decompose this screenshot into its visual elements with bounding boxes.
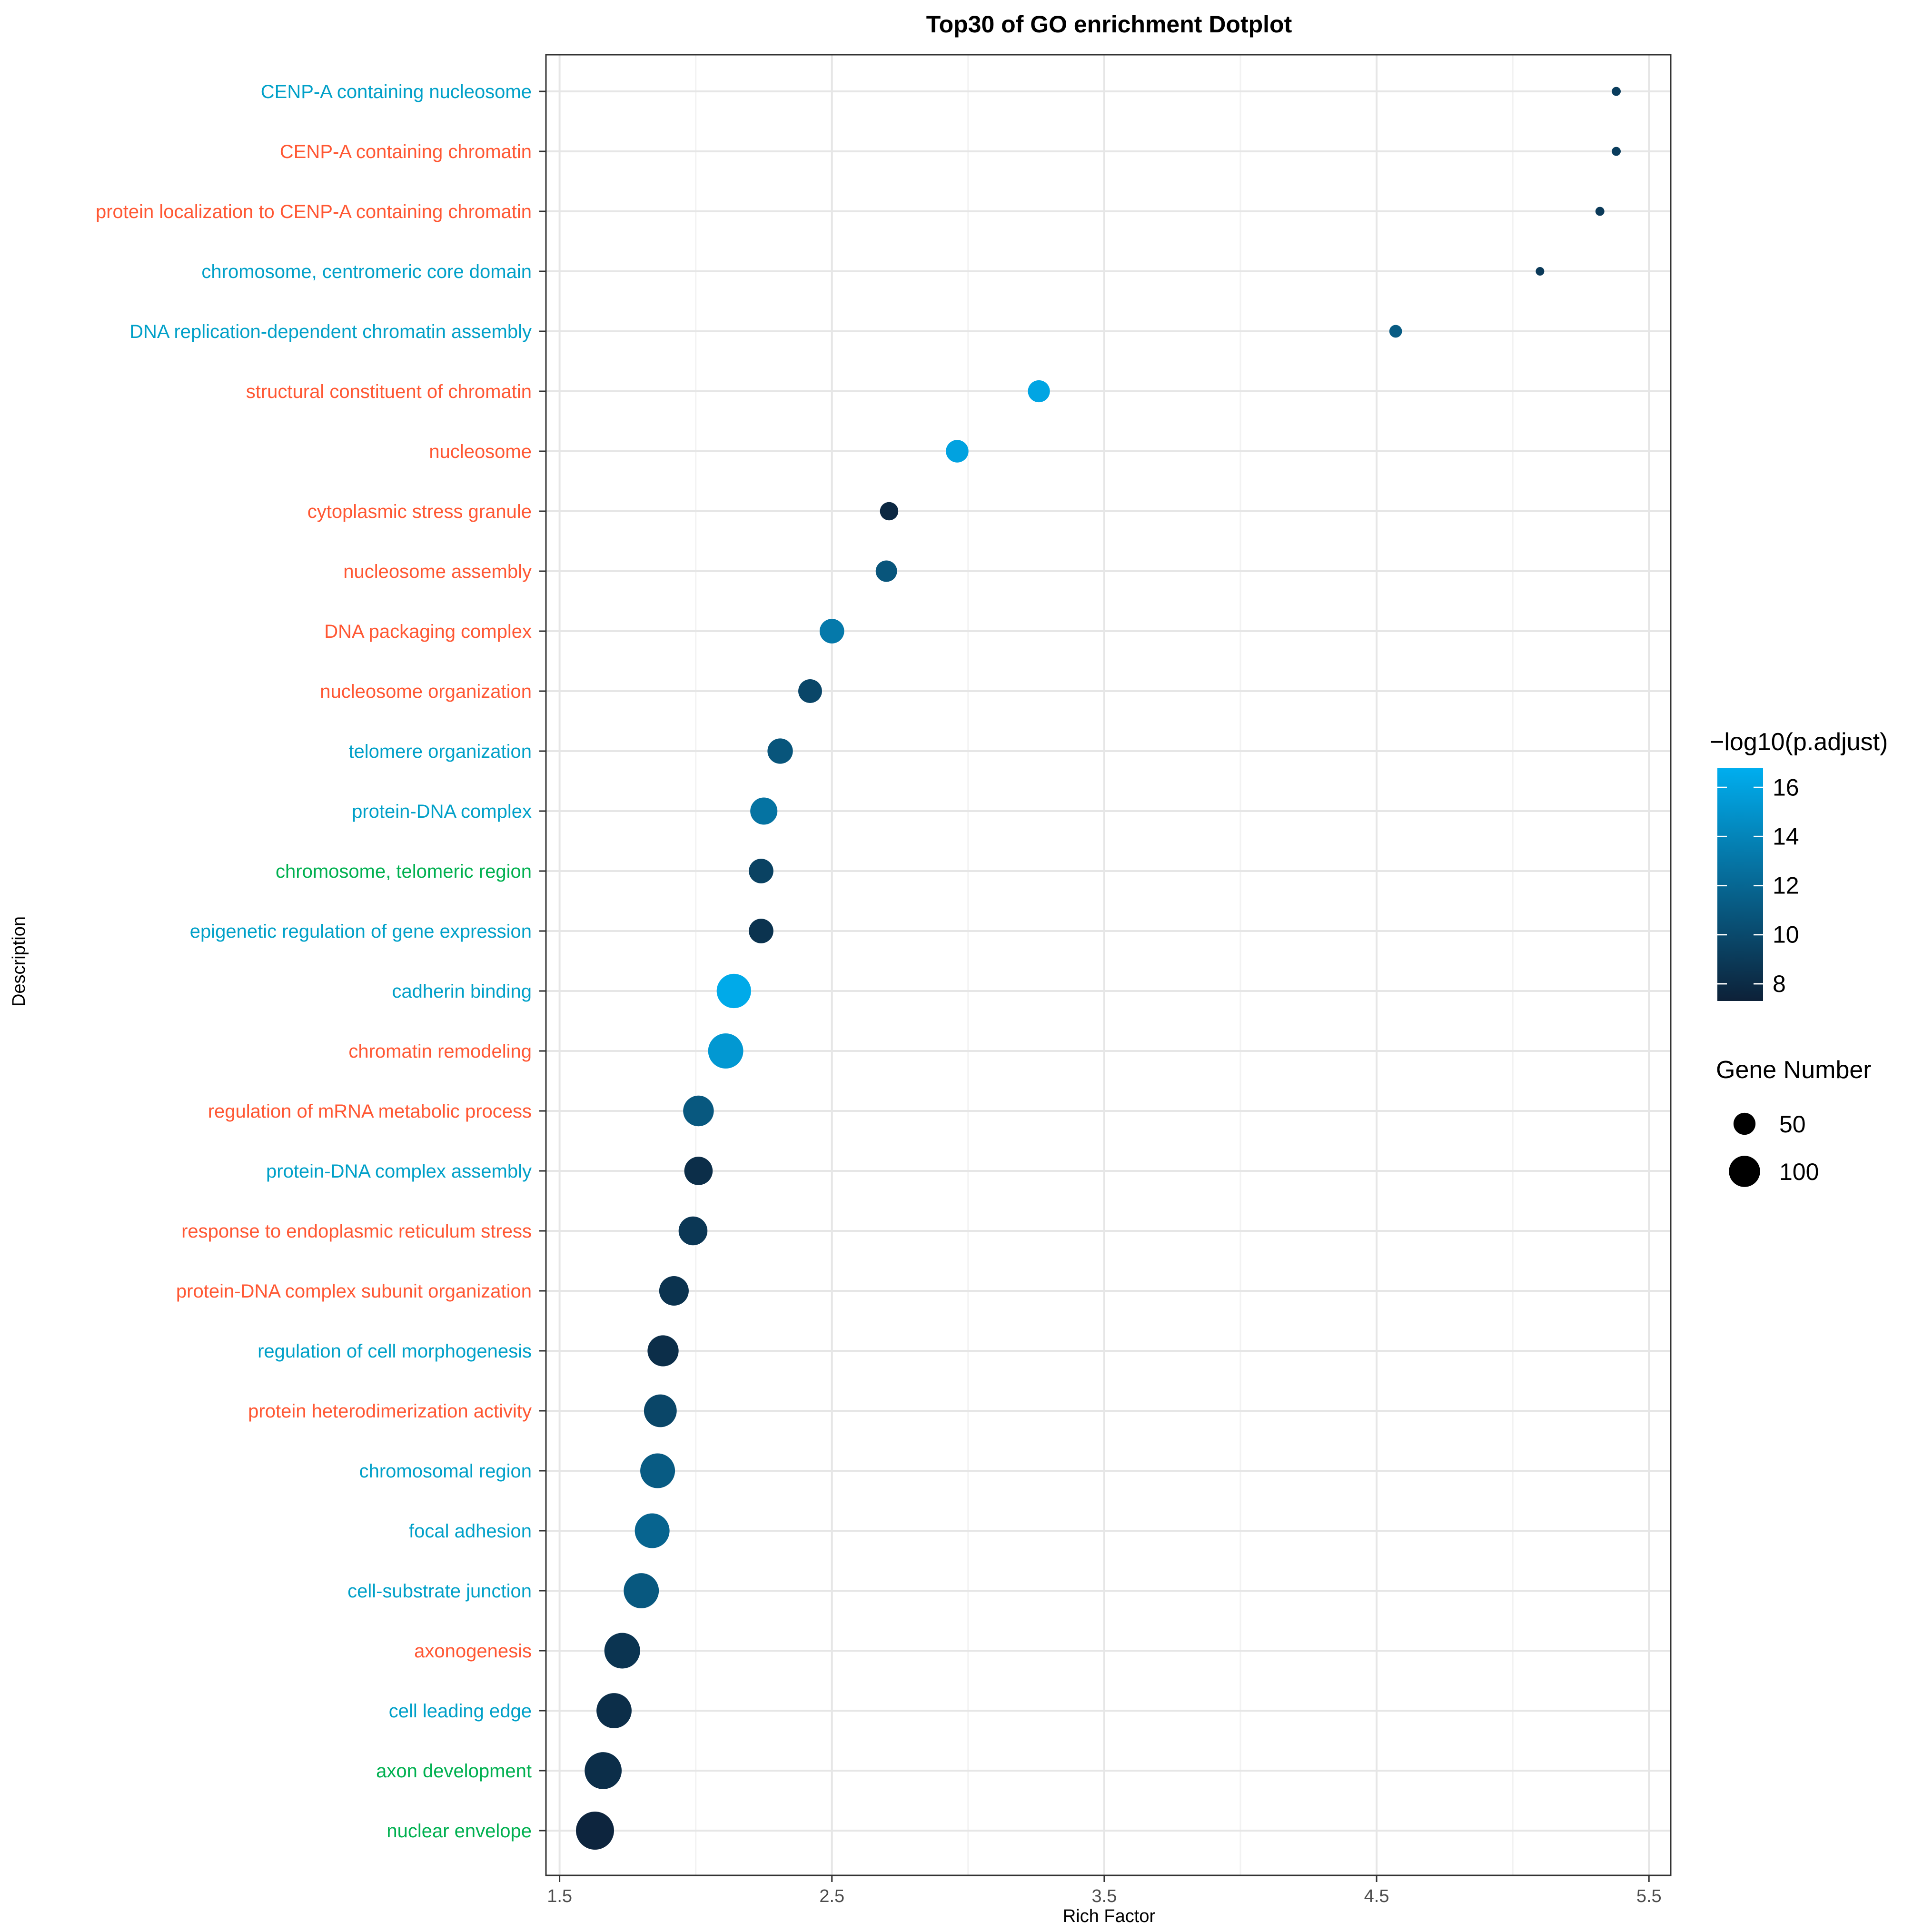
size-legend-title: Gene Number xyxy=(1716,1056,1872,1084)
y-tick-label: DNA replication-dependent chromatin asse… xyxy=(129,321,532,342)
colorbar xyxy=(1717,768,1763,1001)
x-axis: 1.5 2.5 3.5 4.5 5.5 xyxy=(547,1875,1662,1906)
y-tick-label: epigenetic regulation of gene expression xyxy=(190,921,532,942)
y-tick-label: cadherin binding xyxy=(392,981,532,1002)
y-tick-label: cytoplasmic stress granule xyxy=(307,501,532,522)
data-point xyxy=(640,1453,675,1488)
y-tick-label: protein-DNA complex xyxy=(352,801,532,822)
size-legend-dot xyxy=(1729,1156,1760,1187)
size-legend-label: 50 xyxy=(1779,1111,1806,1138)
y-tick-label: telomere organization xyxy=(348,741,532,762)
y-tick-label: nucleosome assembly xyxy=(343,561,532,582)
size-legend-label: 100 xyxy=(1779,1159,1819,1185)
points-layer xyxy=(575,87,1621,1850)
size-legend-entries: 50 100 xyxy=(1729,1111,1819,1187)
data-point xyxy=(880,502,899,521)
y-tick-label: focal adhesion xyxy=(409,1521,532,1542)
colorbar-tick-label: 16 xyxy=(1773,774,1799,801)
data-point xyxy=(767,738,793,764)
y-tick-label: axon development xyxy=(376,1761,532,1782)
data-point xyxy=(647,1335,679,1367)
y-tick-label: CENP-A containing nucleosome xyxy=(261,81,532,102)
size-legend-dot xyxy=(1733,1112,1756,1135)
y-tick-label: protein heterodimerization activity xyxy=(248,1401,532,1422)
y-tick-label: protein localization to CENP-A containin… xyxy=(96,201,532,222)
size-legend: Gene Number 50 100 xyxy=(1716,1056,1872,1187)
y-tick-label: regulation of cell morphogenesis xyxy=(258,1341,532,1362)
chart-title: Top30 of GO enrichment Dotplot xyxy=(926,11,1292,38)
data-point xyxy=(875,560,897,582)
colorbar-tick-label: 8 xyxy=(1773,971,1786,997)
y-tick-label: chromosome, centromeric core domain xyxy=(201,261,532,282)
data-point xyxy=(946,440,969,463)
data-point xyxy=(585,1752,622,1789)
data-point xyxy=(683,1095,714,1127)
y-tick-label: CENP-A containing chromatin xyxy=(280,141,532,162)
data-point xyxy=(1612,147,1621,156)
data-point xyxy=(750,797,778,825)
data-point xyxy=(798,679,822,703)
x-axis-title: Rich Factor xyxy=(1063,1906,1156,1926)
x-tick-label: 1.5 xyxy=(547,1886,572,1906)
y-tick-label: nuclear envelope xyxy=(387,1821,532,1842)
y-tick-label: cell leading edge xyxy=(389,1701,532,1722)
y-tick-label: chromatin remodeling xyxy=(348,1041,532,1062)
data-point xyxy=(596,1693,632,1728)
data-point xyxy=(708,1033,743,1069)
data-point xyxy=(634,1513,670,1548)
colorbar-tick-label: 12 xyxy=(1773,872,1799,899)
y-tick-label: nucleosome organization xyxy=(320,681,532,702)
data-point xyxy=(575,1812,614,1850)
y-tick-label: chromosomal region xyxy=(359,1461,532,1482)
colorbar-tick-label: 14 xyxy=(1773,823,1799,850)
data-point xyxy=(1389,325,1402,338)
data-point xyxy=(684,1157,713,1185)
data-point xyxy=(624,1573,659,1608)
y-tick-label: protein-DNA complex subunit organization xyxy=(176,1281,532,1302)
y-axis: CENP-A containing nucleosome CENP-A conta… xyxy=(96,81,546,1842)
data-point xyxy=(604,1633,640,1669)
data-point xyxy=(716,973,751,1009)
y-tick-label: response to endoplasmic reticulum stress xyxy=(181,1221,532,1242)
color-legend: −log10(p.adjust) 8 10 12 14 16 xyxy=(1710,728,1888,1001)
data-point xyxy=(819,619,844,644)
data-point xyxy=(749,919,773,943)
y-axis-title: Description xyxy=(9,916,29,1007)
y-tick-label: cell-substrate junction xyxy=(347,1581,532,1602)
data-point xyxy=(1612,87,1621,96)
x-tick-label: 2.5 xyxy=(819,1886,844,1906)
data-point xyxy=(1595,207,1605,216)
x-tick-label: 3.5 xyxy=(1092,1886,1117,1906)
data-point xyxy=(659,1276,689,1306)
x-tick-label: 4.5 xyxy=(1364,1886,1389,1906)
data-point xyxy=(749,859,773,883)
data-point xyxy=(1028,380,1050,403)
y-tick-label: axonogenesis xyxy=(414,1641,532,1662)
plot-panel-border xyxy=(545,54,1672,1876)
data-point xyxy=(1536,267,1545,276)
y-tick-label: chromosome, telomeric region xyxy=(276,861,532,882)
data-point xyxy=(644,1394,677,1427)
y-tick-label: DNA packaging complex xyxy=(324,621,532,642)
colorbar-tick-label: 10 xyxy=(1773,921,1799,948)
y-tick-label: nucleosome xyxy=(429,441,532,462)
colorbar-ticks: 8 10 12 14 16 xyxy=(1717,774,1799,997)
y-tick-label: protein-DNA complex assembly xyxy=(266,1161,532,1182)
y-tick-label: structural constituent of chromatin xyxy=(246,381,532,402)
color-legend-title: −log10(p.adjust) xyxy=(1710,728,1888,756)
data-point xyxy=(678,1216,708,1246)
grid-layer xyxy=(546,55,1671,1875)
x-tick-label: 5.5 xyxy=(1636,1886,1662,1906)
y-tick-label: regulation of mRNA metabolic process xyxy=(208,1101,532,1122)
